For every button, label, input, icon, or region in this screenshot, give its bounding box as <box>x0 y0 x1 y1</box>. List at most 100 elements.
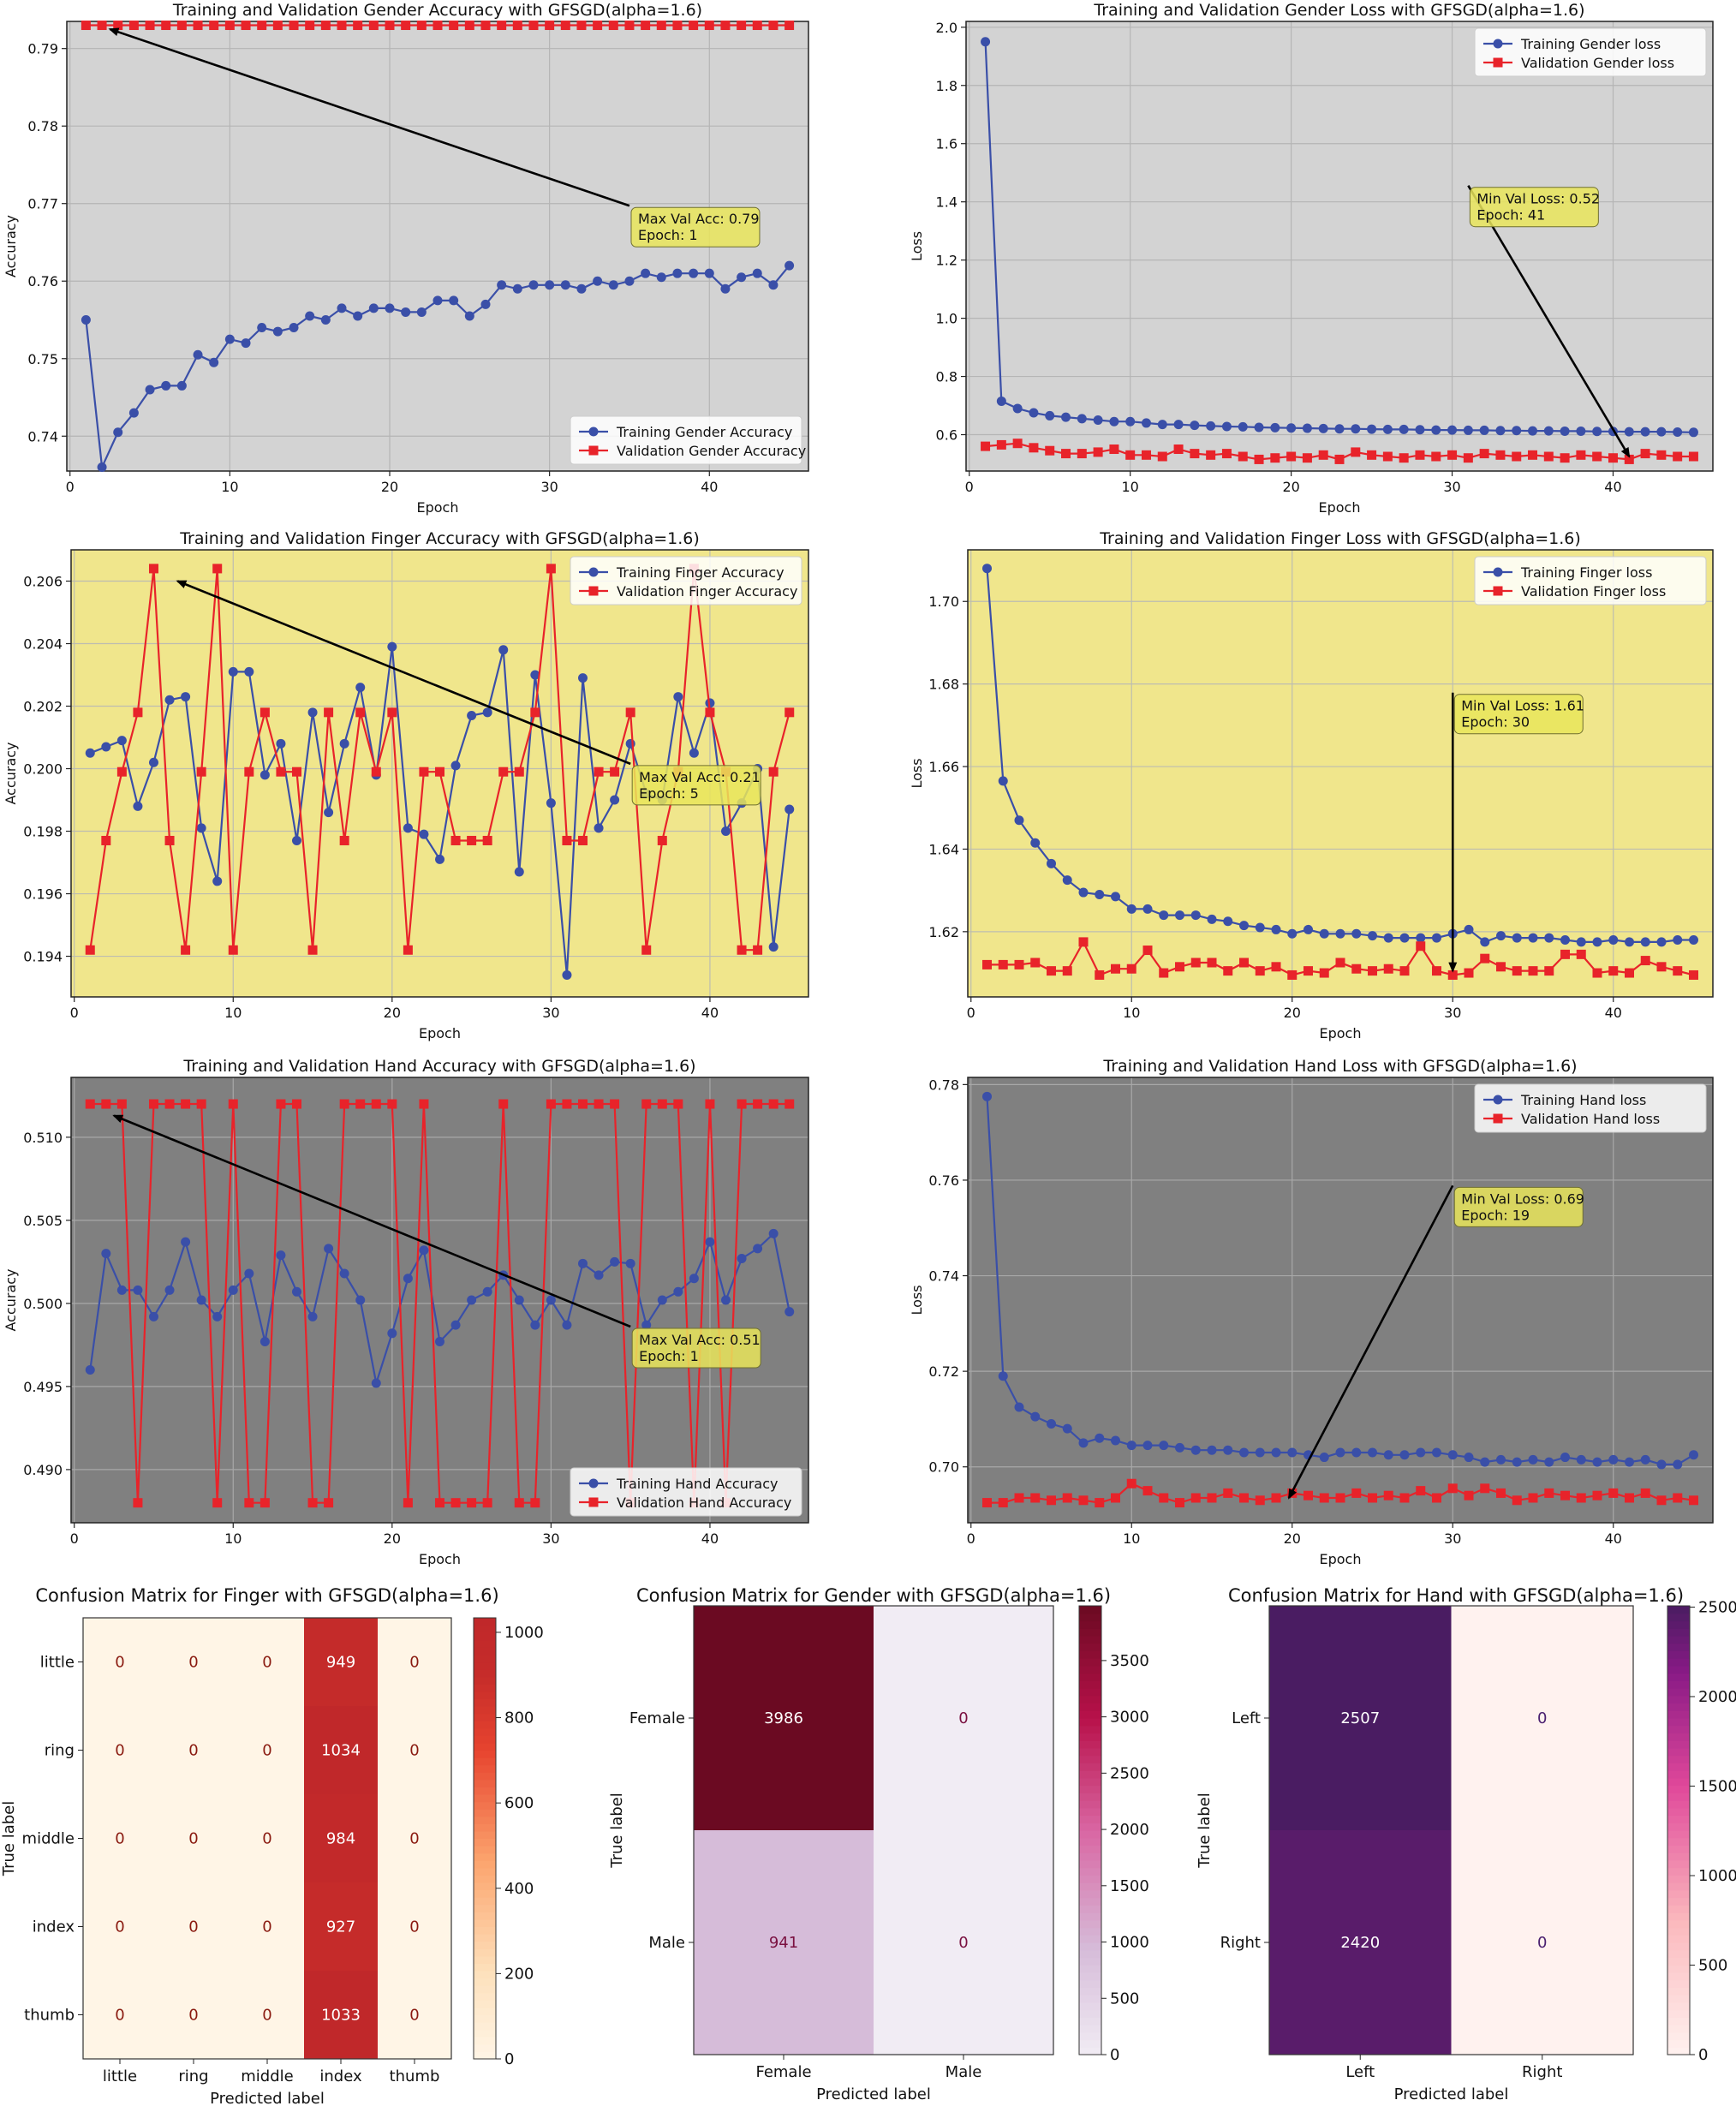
x-tick-label: 0 <box>70 1530 79 1547</box>
data-point-validation <box>212 564 223 574</box>
y-tick-label: index <box>33 1918 75 1936</box>
data-point-validation <box>228 945 238 955</box>
legend: Training Hand loss Validation Hand loss <box>1474 1083 1707 1133</box>
data-point-validation <box>113 21 123 31</box>
legend-box <box>570 1467 802 1517</box>
data-point-validation <box>276 767 286 777</box>
data-point-training <box>148 757 158 767</box>
colorbar-segment <box>474 1698 496 1707</box>
data-point-training <box>514 867 524 877</box>
data-point-validation <box>1382 451 1393 462</box>
colorbar-segment <box>1079 2002 1101 2011</box>
colorbar-segment <box>1667 2047 1690 2055</box>
data-point-validation <box>981 441 991 451</box>
data-point-training <box>528 280 539 290</box>
cell-value: 0 <box>262 1830 271 1848</box>
data-point-validation <box>560 21 570 31</box>
annotation-box <box>631 765 761 806</box>
data-point-training <box>1512 426 1522 436</box>
data-point-validation <box>624 21 635 31</box>
colorbar-segment <box>1079 1807 1101 1817</box>
data-point-training <box>752 268 762 278</box>
colorbar-tick-label: 500 <box>1698 1956 1727 1974</box>
data-point-training <box>1673 934 1683 945</box>
colorbar-segment <box>1079 1995 1101 2003</box>
y-tick-label: 0.70 <box>928 1459 959 1476</box>
colorbar-tick-label: 500 <box>1110 1990 1139 2008</box>
y-tick-label: 0.495 <box>23 1379 63 1395</box>
colorbar-segment <box>474 1941 496 1949</box>
data-point-validation <box>148 564 158 574</box>
data-point-validation <box>625 707 635 718</box>
data-point-validation <box>480 21 491 31</box>
colorbar-segment <box>1079 1733 1101 1741</box>
data-point-validation <box>1560 949 1570 959</box>
data-point-validation <box>181 945 191 955</box>
heatmap-cell <box>83 1971 158 2060</box>
data-point-training <box>101 1249 111 1259</box>
data-point-validation <box>116 767 127 777</box>
data-point-validation <box>1463 453 1473 463</box>
cell-value: 0 <box>409 1654 419 1672</box>
legend-marker <box>588 427 599 437</box>
chart-hand-acc: 0 10 20 30 40 0.490 0.495 0.500 0.505 0.510 Traini… <box>3 1057 809 1567</box>
data-point-training <box>1318 423 1328 433</box>
colorbar-segment <box>1079 1972 1101 1981</box>
data-point-validation <box>193 21 203 31</box>
data-point-training <box>982 564 992 574</box>
colorbar-segment <box>1667 1620 1690 1629</box>
y-tick-label: 0.194 <box>23 949 63 965</box>
data-point-validation <box>260 707 270 718</box>
data-point-training <box>435 854 444 864</box>
data-point-training <box>1625 1457 1634 1467</box>
data-point-validation <box>1544 1488 1554 1498</box>
x-tick-label: 30 <box>540 479 558 495</box>
data-point-training <box>1480 1457 1490 1467</box>
data-point-validation <box>562 835 572 845</box>
data-point-training <box>1560 1453 1570 1463</box>
data-point-validation <box>1173 444 1184 455</box>
colorbar-segment <box>1667 1665 1690 1674</box>
colorbar-segment <box>474 1867 496 1876</box>
colorbar-segment <box>474 1948 496 1957</box>
colorbar-tick-label: 2500 <box>1110 1764 1149 1782</box>
y-tick-label: 0.202 <box>23 699 63 715</box>
colorbar-segment <box>1079 1957 1101 1966</box>
colorbar-segment <box>1667 1912 1690 1921</box>
data-point-training <box>1030 838 1041 848</box>
x-axis-label: Epoch <box>1320 1025 1362 1041</box>
data-point-validation <box>1061 449 1071 459</box>
data-point-training <box>145 385 155 395</box>
data-point-training <box>260 1337 270 1347</box>
x-tick-label: 10 <box>224 1530 242 1547</box>
colorbar-segment <box>1667 1770 1690 1779</box>
data-point-validation <box>594 1099 604 1109</box>
y-axis-label: Loss <box>909 231 925 261</box>
data-point-validation <box>1383 1490 1393 1500</box>
colorbar-segment <box>1079 1710 1101 1719</box>
data-point-training <box>1062 1423 1072 1434</box>
data-point-validation <box>610 767 620 777</box>
colorbar-segment <box>1667 1987 1690 1996</box>
colorbar-segment <box>474 1963 496 1972</box>
data-point-training <box>1062 875 1072 886</box>
data-point-training <box>291 1286 301 1297</box>
colorbar-segment <box>1667 1942 1690 1951</box>
colorbar-tick-label: 2000 <box>1698 1688 1736 1706</box>
colorbar-segment <box>474 1794 496 1803</box>
legend-label: Validation Hand loss <box>1521 1111 1660 1127</box>
y-tick-label: 0.505 <box>23 1213 63 1229</box>
colorbar-segment <box>1079 1927 1101 1936</box>
y-tick-label: Right <box>1220 1934 1261 1952</box>
colorbar-tick-label: 800 <box>504 1709 534 1727</box>
data-point-training <box>467 710 477 720</box>
data-point-training <box>689 1274 699 1284</box>
colorbar-segment <box>1079 2047 1101 2055</box>
colorbar-segment <box>1667 1837 1690 1846</box>
data-point-validation <box>672 21 683 31</box>
data-point-training <box>705 1237 715 1247</box>
data-point-validation <box>1254 454 1264 464</box>
y-tick-label: 0.204 <box>23 636 63 653</box>
colorbar-segment <box>1667 1606 1690 1614</box>
data-point-training <box>784 804 795 814</box>
